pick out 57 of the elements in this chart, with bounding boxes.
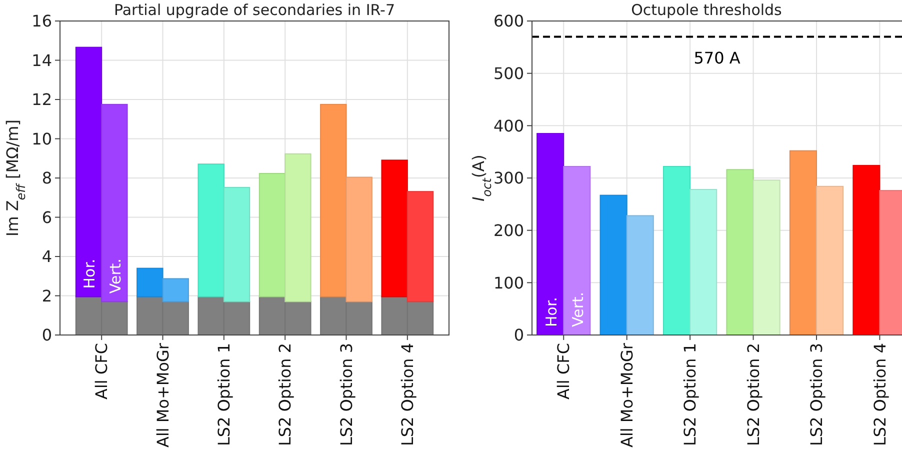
x-tick-label: All Mo+MoGr	[153, 342, 172, 448]
bar	[563, 166, 591, 336]
chart-title: Partial upgrade of secondaries in IR-7	[114, 1, 396, 19]
bar	[626, 215, 654, 336]
x-tick-label: LS2 Option 1	[214, 343, 234, 446]
bar	[284, 153, 312, 302]
y-tick-label: 12	[32, 90, 52, 110]
y-tick-label: 0	[42, 326, 52, 345]
y-tick-label: 2	[42, 286, 52, 306]
bar	[101, 104, 128, 302]
y-tick-label: 14	[32, 50, 52, 70]
bar	[258, 172, 286, 298]
x-tick-label: LS2 Option 4	[870, 343, 890, 446]
x-tick-label: LS2 Option 3	[807, 343, 826, 446]
y-tick-label: 10	[32, 129, 52, 148]
y-tick-label: 0	[514, 326, 524, 345]
series-label: Vert.	[106, 258, 124, 294]
x-tick-label: All CFC	[92, 343, 112, 400]
series-label: Hor.	[80, 258, 99, 289]
x-tick-label: All Mo+MoGr	[617, 342, 636, 448]
y-tick-label: 600	[493, 12, 524, 31]
x-tick-label: LS2 Option 2	[744, 343, 763, 446]
y-tick-label: 8	[42, 168, 52, 188]
bar	[136, 268, 164, 298]
y-tick-label: 4	[42, 247, 52, 266]
y-tick-label: 500	[493, 64, 524, 83]
y-tick-label: 300	[493, 168, 524, 188]
bar	[223, 186, 250, 302]
y-tick-label: 200	[493, 220, 524, 240]
x-tick-label: LS2 Option 1	[680, 343, 700, 446]
bar	[789, 150, 817, 336]
x-tick-label: LS2 Option 2	[276, 343, 295, 446]
chart-title: Octupole thresholds	[631, 1, 782, 19]
series-label: Vert.	[568, 292, 587, 327]
x-tick-label: All CFC	[554, 343, 574, 400]
y-tick-label: 100	[493, 273, 524, 292]
y-tick-label: 400	[493, 116, 524, 136]
y-tick-label: 6	[42, 208, 52, 227]
bar	[726, 169, 754, 336]
bar	[536, 133, 564, 336]
bar	[75, 46, 102, 298]
bar	[198, 164, 224, 298]
bar	[406, 191, 434, 302]
x-tick-label: LS2 Option 3	[336, 343, 356, 446]
bar	[663, 166, 691, 336]
bar	[690, 189, 718, 336]
bar	[600, 194, 628, 336]
ref-line-label: 570 A	[694, 48, 740, 68]
bar	[346, 176, 372, 302]
bar	[816, 186, 844, 336]
bar	[320, 104, 347, 298]
series-label: Hor.	[542, 296, 560, 327]
y-tick-label: 16	[32, 12, 52, 31]
bar	[162, 278, 189, 302]
bar	[752, 180, 780, 336]
x-tick-label: LS2 Option 4	[398, 343, 418, 446]
bar	[381, 160, 408, 298]
